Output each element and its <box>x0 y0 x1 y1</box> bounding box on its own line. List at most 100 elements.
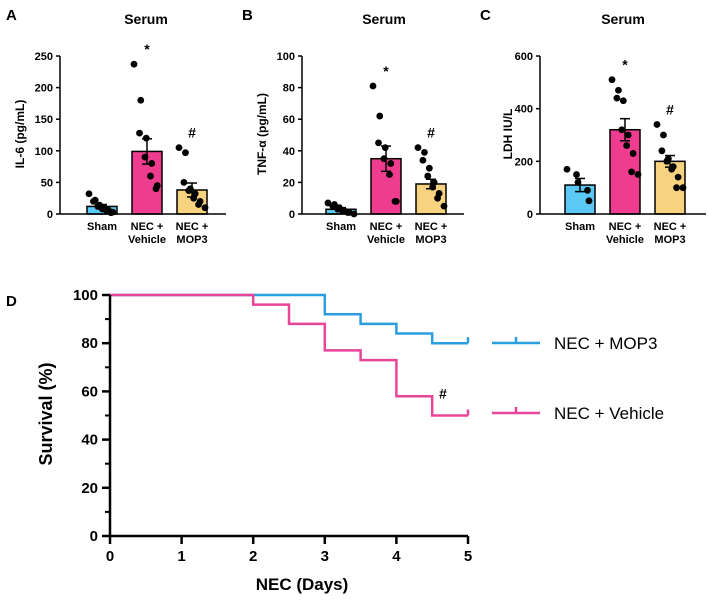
data-point <box>628 168 635 176</box>
x-category-label: Vehicle <box>606 234 644 246</box>
panel-b: B Serum TNF-α (pg/mL) 0 20 40 60 80 100 Sham * N… <box>242 7 464 246</box>
data-point <box>152 185 160 193</box>
panel-c-title: Serum <box>601 11 645 27</box>
data-point <box>137 96 145 104</box>
data-point <box>182 149 189 157</box>
bar <box>609 128 641 215</box>
data-point <box>380 155 388 163</box>
data-point <box>195 201 202 208</box>
panel-label-b: B <box>242 7 253 24</box>
x-tick-label: 3 <box>321 548 329 565</box>
significance-marker: * <box>383 63 389 79</box>
x-tick-label: 4 <box>392 548 401 565</box>
data-point <box>624 131 632 139</box>
y-tick-label: 100 <box>35 146 53 158</box>
data-point <box>130 60 138 68</box>
x-category-label: Sham <box>87 221 117 233</box>
data-point <box>375 139 382 147</box>
y-tick-label: 80 <box>283 83 295 95</box>
bar <box>370 157 402 215</box>
y-tick-label: 60 <box>81 383 98 400</box>
data-point <box>136 129 143 137</box>
y-tick-label: 80 <box>81 335 98 352</box>
data-point <box>85 190 93 198</box>
panel-a: A Serum IL-6 (pg/mL) 0 50 100 150 200 250 Sham… <box>6 7 226 246</box>
y-tick-label: 100 <box>277 51 295 63</box>
panel-label-a: A <box>6 7 17 24</box>
significance-marker: * <box>622 57 628 73</box>
significance-marker: # <box>666 101 674 117</box>
data-point <box>324 199 332 207</box>
data-point <box>190 194 198 202</box>
data-point <box>434 194 441 202</box>
data-point <box>369 82 377 90</box>
data-point <box>387 160 395 167</box>
data-point <box>142 134 150 142</box>
data-point <box>180 179 188 186</box>
significance-marker: # <box>439 386 447 402</box>
y-tick-label: 50 <box>41 177 53 189</box>
data-point <box>329 202 337 210</box>
y-tick-label: 100 <box>73 287 98 304</box>
data-point <box>668 165 676 173</box>
legend-label: NEC + MOP3 <box>554 334 657 353</box>
data-point <box>424 172 432 180</box>
data-point <box>658 147 666 155</box>
panel-b-ylabel: TNF-α (pg/mL) <box>255 93 269 175</box>
data-point <box>608 76 616 84</box>
x-category-label: NEC + <box>415 221 448 233</box>
x-category-label: NEC + <box>176 221 209 233</box>
data-point <box>634 171 642 178</box>
data-point <box>663 157 671 165</box>
data-point <box>425 164 433 172</box>
data-point <box>613 94 621 102</box>
panel-label-c: C <box>480 7 491 24</box>
data-point <box>574 179 582 186</box>
data-point <box>107 209 115 217</box>
x-tick-label: 1 <box>177 548 185 565</box>
data-point <box>419 156 427 164</box>
y-tick-label: 40 <box>283 146 295 158</box>
y-tick-label: 200 <box>515 156 533 168</box>
y-tick-label: 250 <box>35 51 53 63</box>
data-point <box>201 204 209 212</box>
data-point <box>660 131 667 139</box>
x-tick-label: 0 <box>106 548 114 565</box>
y-tick-label: 20 <box>283 177 295 189</box>
data-point <box>386 171 393 178</box>
panel-d: D Survival (%) NEC (Days) 0 20 40 60 80 100 0 1… <box>6 287 664 594</box>
data-point <box>147 172 154 180</box>
x-category-label: MOP3 <box>415 234 446 246</box>
data-point <box>615 86 622 94</box>
data-point <box>148 160 156 167</box>
significance-marker: * <box>144 41 150 57</box>
x-category-label: MOP3 <box>176 234 207 246</box>
data-point <box>421 148 428 156</box>
y-tick-label: 40 <box>81 432 98 449</box>
panel-a-ylabel: IL-6 (pg/mL) <box>13 100 27 169</box>
data-point <box>440 202 448 210</box>
data-point <box>584 186 591 194</box>
y-tick-label: 60 <box>283 114 295 126</box>
y-tick-label: 20 <box>81 480 98 497</box>
y-tick-label: 0 <box>289 209 295 221</box>
y-tick-label: 0 <box>90 528 98 545</box>
x-tick-label: 5 <box>464 548 472 565</box>
data-point <box>573 171 580 178</box>
data-point <box>653 121 661 128</box>
y-tick-label: 0 <box>47 209 53 221</box>
panel-d-plot: 0 20 40 60 80 100 0 1 2 3 4 5 # NEC + MOP3 NEC + Vehic… <box>73 287 664 565</box>
y-tick-label: 0 <box>527 209 533 221</box>
x-category-label: NEC + <box>131 221 164 233</box>
x-tick-label: 2 <box>249 548 257 565</box>
x-category-label: NEC + <box>654 221 687 233</box>
data-point <box>414 144 422 152</box>
data-point <box>563 165 571 173</box>
x-category-label: Vehicle <box>367 234 405 246</box>
panel-b-title: Serum <box>362 11 406 27</box>
